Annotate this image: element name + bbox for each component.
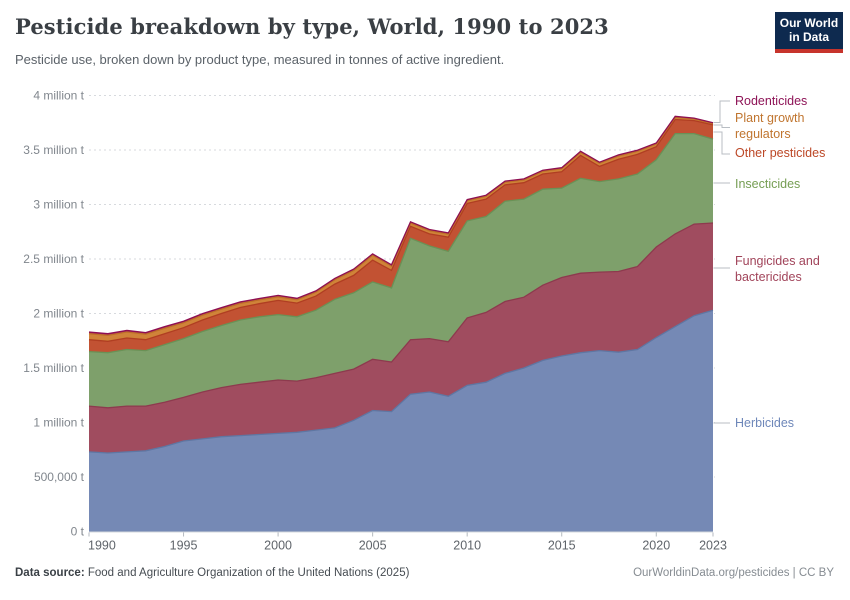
svg-text:2010: 2010 [453,539,481,553]
data-source: Data source: Food and Agriculture Organi… [15,567,409,579]
legend-item-fungicides-bactericides: Fungicides and bactericides [735,254,820,284]
svg-text:1990: 1990 [88,539,116,553]
data-source-label: Data source: [15,567,85,579]
edge-other-pesticides [88,118,714,342]
svg-text:2.5 million t: 2.5 million t [23,252,84,266]
owid-logo-line2: in Data [788,29,829,44]
svg-text:1 million t: 1 million t [33,416,84,430]
stacked-area-chart[interactable]: 0 t 500,000 t 1 million t 1.5 million t 2 mi… [0,85,850,560]
svg-text:2000: 2000 [264,539,292,553]
legend-connectors [713,100,730,424]
svg-text:500,000 t: 500,000 t [34,470,85,484]
chart-subtitle: Pesticide use, broken down by product ty… [15,52,505,67]
x-axis: 1990 1995 2000 2005 2010 2015 2020 2023 [88,531,727,553]
svg-text:2005: 2005 [359,539,387,553]
owid-logo-line1: Our World [779,16,839,30]
chart-footer: Data source: Food and Agriculture Organi… [15,567,834,579]
legend-item-rodenticides: Rodenticides [735,94,808,108]
area-layers[interactable] [88,115,714,532]
svg-text:3 million t: 3 million t [33,198,84,212]
area-other-pesticides[interactable] [89,119,713,353]
legend-item-other-pesticides: Other pesticides [735,146,826,160]
credit-link[interactable]: OurWorldinData.org/pesticides | CC BY [633,567,834,579]
edge-fungicides-and-bactericides [88,222,714,409]
legend-item-insecticides: Insecticides [735,177,801,191]
svg-text:2020: 2020 [642,539,670,553]
edge-herbicides [88,309,714,454]
data-source-text: Food and Agriculture Organization of the… [84,567,410,579]
legend-item-plant-growth-regulators: Plant growth regulators [735,111,805,141]
owid-logo[interactable]: Our World in Data [775,12,843,53]
svg-text:2015: 2015 [548,539,576,553]
edge-rodenticides [88,115,714,335]
svg-text:1.5 million t: 1.5 million t [23,361,84,375]
edge-insecticides [88,132,714,354]
legend-item-herbicides: Herbicides [735,416,795,430]
svg-text:2023: 2023 [699,539,727,553]
svg-text:1995: 1995 [170,539,198,553]
y-axis-labels: 0 t 500,000 t 1 million t 1.5 million t 2 mi… [23,89,84,539]
svg-text:4 million t: 4 million t [33,89,84,103]
area-herbicides[interactable] [89,310,713,532]
svg-text:0 t: 0 t [71,525,85,539]
page-title: Pesticide breakdown by type, World, 1990… [15,14,609,39]
svg-text:3.5 million t: 3.5 million t [23,143,84,157]
area-fungicides-and-bactericides[interactable] [89,223,713,453]
svg-text:2 million t: 2 million t [33,307,84,321]
area-insecticides[interactable] [89,133,713,408]
